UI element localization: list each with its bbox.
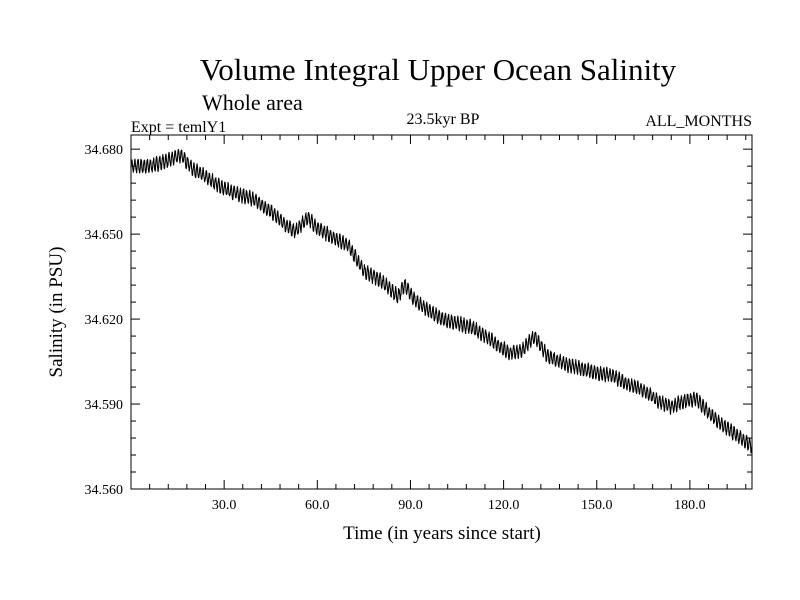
x-tick-label: 180.0 [674, 498, 706, 513]
plot-frame [130, 134, 753, 490]
chart-subtitle: Whole area [202, 90, 303, 115]
experiment-label: Expt = temlY1 [131, 119, 226, 136]
y-axis-label: Salinity (in PSU) [46, 247, 67, 378]
x-tick-label: 60.0 [305, 498, 330, 513]
x-tick-label: 30.0 [212, 498, 237, 513]
y-tick-label: 34.590 [85, 398, 124, 413]
x-tick-label: 90.0 [398, 498, 423, 513]
chart-title: Volume Integral Upper Ocean Salinity [200, 52, 677, 87]
y-tick-label: 34.650 [85, 228, 124, 243]
data-series [130, 149, 753, 454]
y-tick-label: 34.680 [85, 143, 124, 158]
months-label: ALL_MONTHS [645, 113, 752, 130]
salinity-series-line [130, 149, 753, 454]
axis-ticks: 30.0 60.0 90.0 120.0 150.0 180.0 34.560 34.590 3… [85, 135, 752, 513]
x-axis-label: Time (in years since start) [343, 523, 541, 544]
y-tick-label: 34.620 [85, 313, 124, 328]
x-tick-label: 120.0 [488, 498, 520, 513]
period-label: 23.5kyr BP [407, 111, 480, 128]
x-tick-label: 150.0 [581, 498, 613, 513]
y-tick-label: 34.560 [85, 483, 124, 498]
